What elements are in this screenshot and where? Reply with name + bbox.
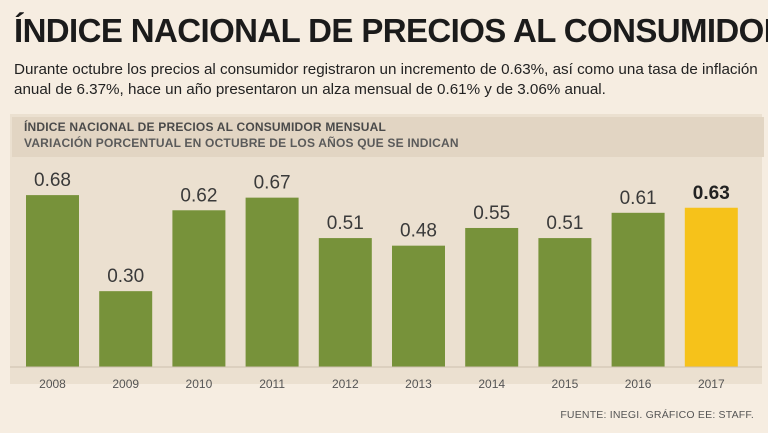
- lede-paragraph: Durante octubre los precios al consumido…: [14, 61, 758, 98]
- data-label-2011: 0.67: [254, 173, 291, 194]
- chart-header: [12, 117, 764, 157]
- bar-2010: [172, 210, 226, 367]
- data-label-2012: 0.51: [327, 213, 364, 234]
- x-tick-label-2010: 2010: [186, 377, 213, 391]
- x-tick-label-2008: 2008: [39, 377, 66, 391]
- bar-2013: [392, 245, 445, 367]
- bar-2017: [684, 207, 738, 367]
- bar-2008: [26, 195, 79, 367]
- data-label-2009: 0.30: [107, 266, 144, 287]
- x-tick-label-2015: 2015: [552, 377, 579, 391]
- bar-2016: [611, 212, 665, 367]
- bar-2014: [465, 227, 519, 367]
- bar-2012: [318, 238, 372, 367]
- data-label-2008: 0.68: [34, 170, 71, 191]
- data-label-2014: 0.55: [473, 203, 510, 224]
- data-label-2017: 0.63: [693, 183, 730, 204]
- data-label-2010: 0.62: [180, 185, 217, 206]
- source-note: FUENTE: INEGI. GRÁFICO EE: STAFF.: [560, 409, 754, 421]
- headline: ÍNDICE NACIONAL DE PRECIOS AL CONSUMIDOR: [14, 12, 768, 49]
- x-tick-label-2014: 2014: [478, 377, 505, 391]
- x-tick-label-2012: 2012: [332, 377, 359, 391]
- data-label-2013: 0.48: [400, 221, 437, 242]
- x-tick-label-2011: 2011: [259, 377, 285, 391]
- x-tick-label-2013: 2013: [405, 377, 432, 391]
- data-label-2016: 0.61: [620, 188, 657, 209]
- data-label-2015: 0.51: [546, 213, 583, 234]
- bar-2015: [538, 238, 592, 367]
- chart-subtitle: VARIACIÓN PORCENTUAL EN OCTUBRE DE LOS A…: [24, 136, 459, 150]
- bar-2011: [245, 197, 299, 367]
- chart-title: ÍNDICE NACIONAL DE PRECIOS AL CONSUMIDOR…: [24, 120, 387, 134]
- bar-2009: [99, 291, 153, 367]
- x-tick-label-2016: 2016: [625, 377, 652, 391]
- x-tick-label-2009: 2009: [112, 377, 139, 391]
- x-tick-label-2017: 2017: [698, 377, 725, 391]
